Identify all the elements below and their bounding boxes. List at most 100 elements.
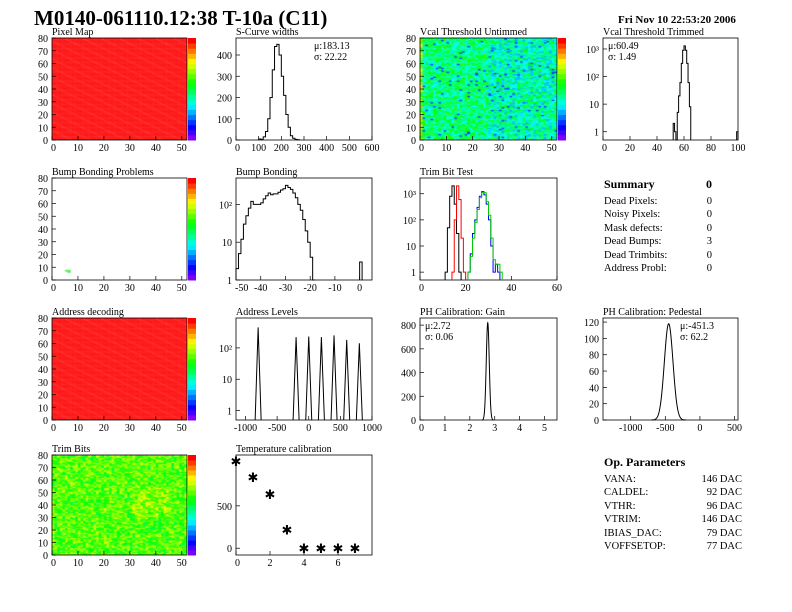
colorbar-segment bbox=[558, 124, 566, 131]
op-parameters-panel: Op. Parameters VANA: 146 DAC CALDEL: 92 DAC… bbox=[604, 455, 742, 554]
colorbar-segment bbox=[188, 198, 196, 204]
row-label: Address Probl: bbox=[604, 263, 667, 274]
row-label: Dead Trimbits: bbox=[604, 249, 668, 261]
colorbar-segment bbox=[188, 73, 196, 80]
row-value: 146 DAC bbox=[701, 514, 742, 525]
x-tick-label: -10 bbox=[328, 283, 341, 294]
row-label: VTRIM: bbox=[604, 514, 641, 525]
x-tick-label: 50 bbox=[177, 283, 187, 294]
x-tick-label: 0 bbox=[697, 423, 702, 434]
x-tick-label: 100 bbox=[251, 143, 266, 154]
colorbar-segment bbox=[188, 328, 196, 334]
row-value: 146 DAC bbox=[701, 473, 742, 485]
colorbar-segment bbox=[188, 409, 196, 416]
y-tick-label: 0 bbox=[43, 416, 48, 427]
stats-text: μ:183.13 bbox=[314, 41, 350, 52]
row-label: VANA: bbox=[604, 473, 636, 485]
colorbar-segment bbox=[188, 89, 196, 95]
x-tick-label: 6 bbox=[336, 558, 341, 569]
y-tick-label: 50 bbox=[38, 72, 48, 83]
x-tick-label: 0 bbox=[51, 423, 56, 434]
y-tick-label: 60 bbox=[38, 60, 48, 71]
x-tick-label: 0 bbox=[419, 143, 424, 154]
x-tick-label: 400 bbox=[319, 143, 334, 154]
colorbar-segment bbox=[188, 404, 196, 411]
y-tick-label: 70 bbox=[406, 47, 416, 58]
heatmap-address_decoding bbox=[52, 318, 187, 420]
colorbar-segment bbox=[188, 254, 196, 261]
colorbar-segment bbox=[188, 379, 196, 385]
colorbar-segment bbox=[188, 78, 196, 85]
peak-mark bbox=[254, 327, 262, 421]
y-tick-label: 80 bbox=[38, 314, 48, 325]
x-tick-label: 200 bbox=[274, 143, 289, 154]
y-tick-label: 20 bbox=[38, 111, 48, 122]
colorbar-segment bbox=[188, 374, 196, 380]
y-tick-label: 100 bbox=[584, 334, 599, 345]
peak-mark bbox=[343, 339, 351, 421]
y-tick-label: 10 bbox=[406, 123, 416, 134]
row-label: Dead Pixels: bbox=[604, 195, 658, 207]
main-title: M0140-061110.12:38 T-10a (C11) bbox=[34, 6, 328, 30]
plot-frame bbox=[419, 37, 558, 141]
y-tick-label: 10² bbox=[403, 216, 416, 227]
y-tick-label: 10 bbox=[38, 539, 48, 550]
series-line bbox=[444, 185, 462, 280]
x-tick-label: 3 bbox=[492, 423, 497, 434]
info-row: Dead Bumps: 3 bbox=[604, 235, 712, 249]
row-label: CALDEL: bbox=[604, 487, 649, 498]
colorbar-segment bbox=[188, 178, 196, 184]
y-tick-label: 80 bbox=[38, 34, 48, 45]
chart-title: S-Curve widths bbox=[236, 27, 299, 38]
y-tick-label: 10² bbox=[219, 200, 232, 211]
colorbar-segment bbox=[188, 244, 196, 250]
chart-title: Bump Bonding bbox=[236, 167, 297, 178]
y-tick-label: 70 bbox=[38, 47, 48, 58]
colorbar-segment bbox=[188, 249, 196, 255]
info-row: VTRIM: 146 DAC bbox=[604, 513, 742, 527]
x-tick-label: 20 bbox=[99, 143, 109, 154]
colorbar-segment bbox=[188, 48, 196, 54]
colorbar-segment bbox=[188, 363, 196, 370]
y-tick-label: 0 bbox=[43, 551, 48, 562]
colorbar-segment bbox=[188, 99, 196, 105]
row-value: 0 bbox=[706, 263, 712, 274]
colorbar-segment bbox=[558, 89, 566, 95]
y-tick-label: 20 bbox=[38, 251, 48, 262]
gaussian-line bbox=[651, 323, 686, 421]
y-tick-label: 1 bbox=[227, 276, 232, 287]
chart-title: Vcal Threshold Trimmed bbox=[603, 27, 704, 38]
y-tick-label: 40 bbox=[38, 501, 48, 512]
plot-frame bbox=[51, 177, 188, 281]
x-tick-label: 40 bbox=[151, 423, 161, 434]
y-tick-label: 0 bbox=[227, 136, 232, 147]
x-tick-label: 10 bbox=[73, 143, 83, 154]
row-label: Noisy Pixels: bbox=[604, 209, 661, 220]
row-value: 0 bbox=[706, 195, 712, 207]
y-tick-label: 50 bbox=[38, 352, 48, 363]
colorbar-segment bbox=[188, 465, 196, 471]
colorbar-segment bbox=[558, 94, 566, 100]
x-tick-label: 30 bbox=[494, 143, 504, 154]
chart-temperature: Temperature calibration 0 2 4 6 0 500 ✱ ✱ ✱ ✱ ✱ ✱ ✱ ✱ bbox=[217, 444, 373, 569]
y-tick-label: 100 bbox=[217, 115, 232, 126]
summary-title: Summary bbox=[604, 177, 655, 191]
stats-text: μ:2.72 bbox=[425, 321, 451, 332]
chart-address_levels: Address Levels -1000 -500 0 500 1000 1 10 10² bbox=[219, 307, 382, 434]
colorbar-segment bbox=[188, 495, 196, 501]
plot-frame bbox=[235, 317, 373, 421]
y-tick-label: 70 bbox=[38, 327, 48, 338]
histogram-line bbox=[235, 184, 363, 281]
y-tick-label: 20 bbox=[589, 400, 599, 411]
y-tick-label: 0 bbox=[594, 416, 599, 427]
y-tick-label: 200 bbox=[401, 392, 416, 403]
info-row: Noisy Pixels: 0 bbox=[604, 208, 712, 222]
colorbar-segment bbox=[558, 48, 566, 54]
y-tick-label: 70 bbox=[38, 187, 48, 198]
x-tick-label: 0 bbox=[419, 423, 424, 434]
y-tick-label: 1 bbox=[227, 407, 232, 418]
